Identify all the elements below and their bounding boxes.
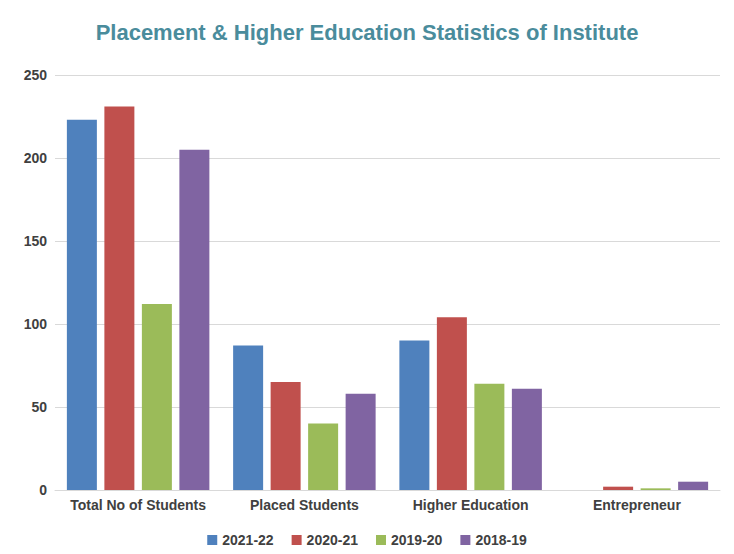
svg-text:2019-20: 2019-20 — [391, 532, 443, 548]
svg-text:0: 0 — [39, 482, 47, 498]
svg-text:100: 100 — [24, 316, 48, 332]
svg-text:2020-21: 2020-21 — [307, 532, 359, 548]
svg-text:50: 50 — [31, 399, 47, 415]
svg-text:Total No of Students: Total No of Students — [70, 497, 206, 513]
svg-text:Entrepreneur: Entrepreneur — [593, 497, 681, 513]
svg-text:200: 200 — [24, 150, 48, 166]
svg-text:2021-22: 2021-22 — [222, 532, 274, 548]
svg-text:Placement & Higher Education S: Placement & Higher Education Statistics … — [96, 20, 639, 45]
svg-text:Placed Students: Placed Students — [250, 497, 359, 513]
svg-text:Higher Education: Higher Education — [413, 497, 529, 513]
svg-text:250: 250 — [24, 67, 48, 83]
svg-text:150: 150 — [24, 233, 48, 249]
svg-text:2018-19: 2018-19 — [475, 532, 527, 548]
